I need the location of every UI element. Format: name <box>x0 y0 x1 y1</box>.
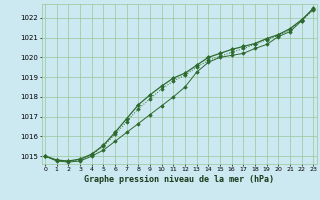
X-axis label: Graphe pression niveau de la mer (hPa): Graphe pression niveau de la mer (hPa) <box>84 175 274 184</box>
